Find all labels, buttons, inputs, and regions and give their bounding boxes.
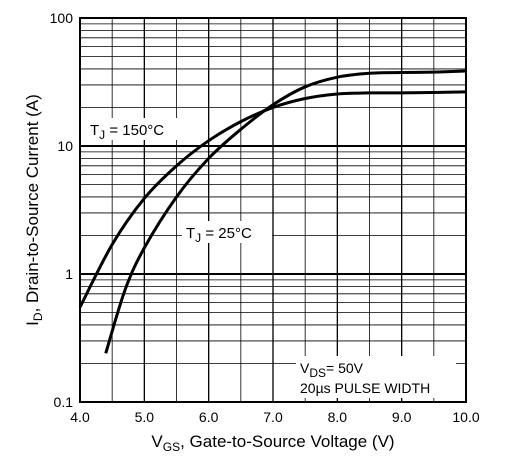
curves [78, 69, 467, 354]
curve-tj-150c [78, 90, 467, 308]
grid [80, 18, 466, 402]
y-tick-label: 0.1 [54, 394, 74, 410]
y-axis-title: ID, Drain-to-Source Current (A) [23, 94, 45, 326]
condition-pulse-width: 20µs PULSE WIDTH [300, 380, 430, 396]
x-tick-label: 6.0 [199, 409, 219, 425]
x-tick-label: 9.0 [392, 409, 412, 425]
x-tick-label: 4.0 [70, 409, 90, 425]
x-tick-labels: 4.0 5.0 6.0 7.0 8.0 9.0 10.0 [70, 409, 480, 425]
label-bg-150 [86, 118, 182, 140]
y-tick-label: 100 [50, 10, 74, 26]
series-label-150c: TJ = 150°C [90, 122, 164, 142]
x-tick-label: 7.0 [263, 409, 283, 425]
y-tick-label: 1 [65, 266, 73, 282]
curve-tj-25c [104, 69, 467, 354]
conditions-bg [296, 356, 456, 398]
x-tick-label: 10.0 [452, 409, 479, 425]
x-tick-label: 5.0 [135, 409, 155, 425]
y-tick-labels: 0.1 1 10 100 [50, 10, 74, 410]
x-axis-title: VGS, Gate-to-Source Voltage (V) [151, 432, 394, 454]
y-tick-label: 10 [57, 138, 73, 154]
series-label-25c: TJ = 25°C [186, 225, 252, 245]
label-bg-25 [182, 221, 272, 243]
plot-frame [79, 17, 467, 403]
condition-vds: VDS= 50V [300, 360, 364, 380]
x-tick-label: 8.0 [328, 409, 348, 425]
